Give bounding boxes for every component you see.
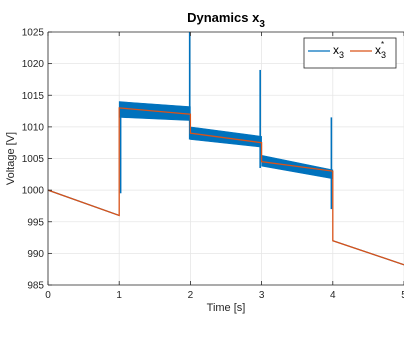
y-tick-label: 1025 xyxy=(22,28,45,39)
legend-box xyxy=(303,37,397,69)
x3-ref-line xyxy=(47,107,404,266)
y-tick-label: 1015 xyxy=(22,91,45,102)
x-tick-label: 2 xyxy=(188,290,194,301)
y-tick-label: 1020 xyxy=(22,59,45,70)
tick-labels: 0 1 2 3 4 5 985 990 995 1000 1005 1010 1015 1020 1025 xyxy=(22,28,404,302)
legend-x3-base: x xyxy=(333,43,339,57)
legend-entry-x3: x3 xyxy=(333,43,344,60)
x-tick-label: 4 xyxy=(330,290,336,301)
legend-entry-x3-ref: x3* xyxy=(375,40,386,60)
y-axis-label: Voltage [V] xyxy=(5,132,17,185)
y-tick-label: 990 xyxy=(27,249,44,260)
y-tick-label: 985 xyxy=(27,281,44,292)
legend-x3-ref-base: x xyxy=(375,43,381,57)
legend-x3-ref-sup: * xyxy=(381,40,384,49)
y-tick-label: 995 xyxy=(27,217,44,228)
x-tick-label: 3 xyxy=(259,290,265,301)
y-tick-label: 1000 xyxy=(22,186,45,197)
legend-x3-sub: 3 xyxy=(339,50,344,60)
x-tick-label: 5 xyxy=(401,290,404,301)
x-tick-label: 1 xyxy=(116,290,122,301)
x-axis-label: Time [s] xyxy=(207,302,246,314)
legend-x3-ref-sub: 3 xyxy=(381,50,386,60)
legend: x3 x3* xyxy=(303,37,397,69)
chart-title-subscript: 3 xyxy=(259,19,265,30)
axes xyxy=(47,31,404,286)
series-layer xyxy=(47,32,404,266)
y-tick-label: 1010 xyxy=(22,122,45,133)
chart-title-text: Dynamics x xyxy=(187,10,260,25)
x-tick-label: 0 xyxy=(45,290,51,301)
chart-title: Dynamics x3 xyxy=(187,10,265,30)
y-tick-label: 1005 xyxy=(22,154,45,165)
